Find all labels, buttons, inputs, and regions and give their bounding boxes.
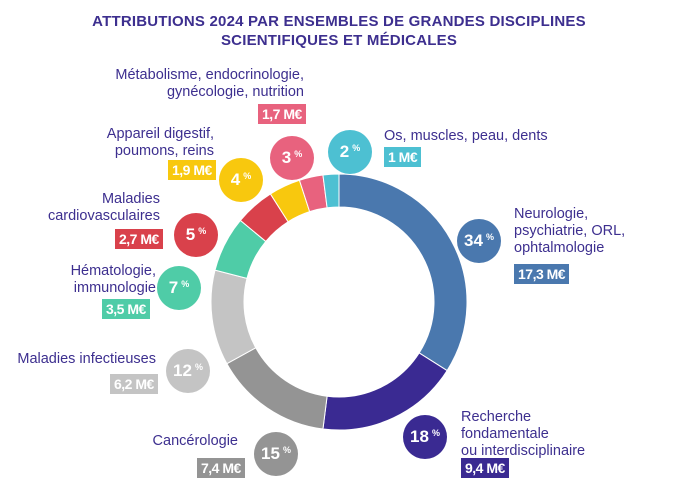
- label-maladies-infectieuses: Maladies infectieuses: [17, 351, 156, 368]
- label-maladies-infectieuses-line-1: Maladies infectieuses: [17, 351, 156, 367]
- amount-recherche: 9,4 M€: [461, 458, 509, 478]
- label-recherche-line-1: Recherche: [461, 409, 532, 425]
- label-recherche: Recherche fondamentale ou interdisciplin…: [461, 409, 585, 460]
- label-appareil-digestif-line-2: poumons, reins: [114, 143, 214, 159]
- percent-sign-maladies-infectieuses: %: [194, 362, 203, 372]
- label-appareil-digestif: Appareil digestif, poumons, reins: [107, 126, 214, 160]
- chart-title-line-2: SCIENTIFIQUES ET MÉDICALES: [220, 32, 458, 49]
- slice-neurologie: [338, 173, 468, 372]
- label-cancerologie-line-1: Cancérologie: [152, 433, 238, 449]
- label-cardiovasculaires: Maladies cardiovasculaires: [48, 191, 160, 225]
- amount-metabolisme: 1,7 M€: [258, 104, 306, 124]
- percent-value-os-muscles: 2: [339, 142, 350, 161]
- slice-cancerologie: [226, 347, 328, 430]
- amount-neurologie: 17,3 M€: [514, 264, 570, 284]
- percent-badge-hematologie: 7%: [157, 266, 201, 310]
- percent-badge-cardiovasculaires: 5%: [174, 213, 218, 257]
- label-metabolisme-line-1: Métabolisme, endocrinologie,: [115, 67, 304, 83]
- percent-sign-hematologie: %: [181, 279, 190, 289]
- amount-os-muscles: 1 M€: [384, 147, 422, 167]
- percent-value-appareil-digestif: 4: [230, 170, 241, 189]
- percent-sign-cardiovasculaires: %: [198, 226, 207, 236]
- percent-badge-appareil-digestif: 4%: [219, 158, 263, 202]
- percent-badge-recherche: 18%: [403, 415, 447, 459]
- percent-value-neurologie: 34: [464, 231, 483, 250]
- label-os-muscles-line-1: Os, muscles, peau, dents: [384, 128, 548, 144]
- label-neurologie: Neurologie, psychiatrie, ORL, ophtalmolo…: [514, 206, 625, 257]
- percent-value-cancerologie: 15: [261, 444, 280, 463]
- percent-badge-maladies-infectieuses: 12%: [166, 349, 210, 393]
- label-recherche-line-2: fondamentale: [461, 426, 549, 442]
- label-cancerologie: Cancérologie: [153, 433, 238, 450]
- percent-value-hematologie: 7: [168, 278, 179, 297]
- percent-badge-metabolisme: 3%: [270, 136, 314, 180]
- label-neurologie-line-3: ophtalmologie: [514, 240, 605, 256]
- percent-badge-cancerologie: 15%: [254, 432, 298, 476]
- label-os-muscles: Os, muscles, peau, dents: [384, 128, 548, 145]
- percent-sign-os-muscles: %: [352, 143, 361, 153]
- percent-sign-appareil-digestif: %: [243, 171, 252, 181]
- label-metabolisme-line-2: gynécologie, nutrition: [166, 84, 304, 100]
- chart-title-line-1: ATTRIBUTIONS 2024 PAR ENSEMBLES DE GRAND…: [92, 13, 586, 30]
- amount-maladies-infectieuses: 6,2 M€: [110, 374, 158, 394]
- chart-title: ATTRIBUTIONS 2024 PAR ENSEMBLES DE GRAND…: [0, 12, 678, 50]
- percent-sign-cancerologie: %: [282, 445, 291, 455]
- amount-cancerologie: 7,4 M€: [197, 458, 245, 478]
- label-cardiovasculaires-line-1: Maladies: [101, 191, 160, 207]
- label-hematologie-line-2: immunologie: [73, 280, 156, 296]
- label-neurologie-line-1: Neurologie,: [514, 206, 589, 222]
- label-recherche-line-3: ou interdisciplinaire: [461, 443, 586, 459]
- amount-appareil-digestif: 1,9 M€: [168, 160, 216, 180]
- percent-sign-recherche: %: [431, 428, 440, 438]
- percent-value-maladies-infectieuses: 12: [173, 361, 192, 380]
- label-appareil-digestif-line-1: Appareil digestif,: [106, 126, 214, 142]
- label-hematologie: Hématologie, immunologie: [71, 263, 156, 297]
- percent-value-cardiovasculaires: 5: [185, 225, 196, 244]
- percent-sign-neurologie: %: [485, 232, 494, 242]
- label-metabolisme: Métabolisme, endocrinologie, gynécologie…: [115, 67, 304, 101]
- label-cardiovasculaires-line-2: cardiovasculaires: [47, 208, 160, 224]
- amount-hematologie: 3,5 M€: [102, 299, 150, 319]
- percent-value-metabolisme: 3: [281, 148, 292, 167]
- slice-os-muscles: [322, 173, 340, 209]
- slice-maladies-infectieuses: [210, 269, 257, 365]
- percent-badge-neurologie: 34%: [457, 219, 501, 263]
- label-neurologie-line-2: psychiatrie, ORL,: [514, 223, 626, 239]
- percent-sign-metabolisme: %: [294, 149, 303, 159]
- percent-badge-os-muscles: 2%: [328, 130, 372, 174]
- label-hematologie-line-1: Hématologie,: [70, 263, 156, 279]
- amount-cardiovasculaires: 2,7 M€: [115, 229, 163, 249]
- percent-value-recherche: 18: [410, 427, 429, 446]
